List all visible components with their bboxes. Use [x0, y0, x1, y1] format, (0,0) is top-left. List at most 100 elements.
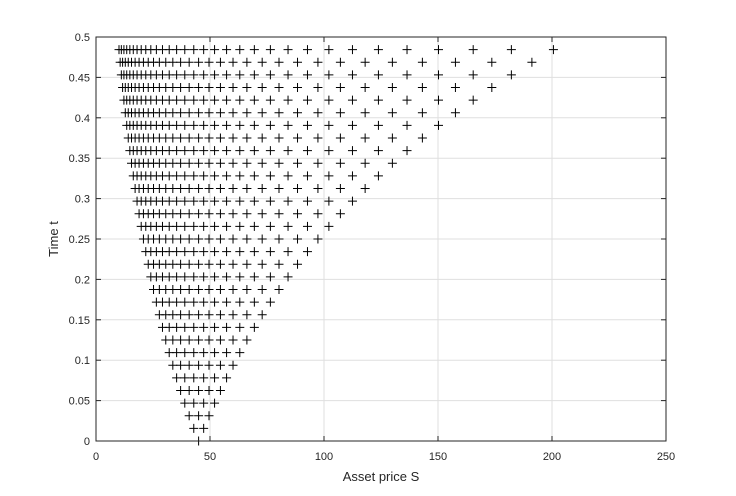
data-point [210, 196, 220, 206]
data-point [373, 95, 383, 105]
data-point [274, 285, 284, 294]
data-point [265, 196, 275, 206]
data-point [283, 95, 293, 105]
y-tick-label: 0.25 [69, 234, 90, 246]
data-point [302, 95, 312, 105]
data-point [180, 70, 190, 80]
data-point [293, 209, 303, 219]
data-point [194, 386, 204, 395]
data-point [242, 310, 252, 320]
data-point [189, 272, 199, 282]
data-point [222, 272, 232, 282]
data-point [204, 133, 214, 143]
data-point [302, 146, 312, 156]
data-point [172, 95, 182, 105]
data-point [176, 209, 186, 219]
data-point [176, 335, 186, 345]
data-point [434, 70, 444, 80]
data-point [324, 146, 334, 156]
data-point [265, 120, 275, 130]
y-axis-label: Time t [46, 221, 61, 257]
data-point [180, 45, 190, 55]
data-point [506, 70, 516, 80]
data-point [293, 259, 303, 269]
data-point [283, 196, 293, 206]
data-point [199, 247, 209, 257]
data-point [204, 310, 214, 320]
data-point [222, 247, 232, 257]
data-point [265, 221, 275, 231]
data-point [347, 120, 357, 130]
y-tick-label: 0.3 [75, 194, 90, 206]
data-point [228, 57, 238, 67]
data-point [204, 209, 214, 219]
data-point [172, 146, 182, 156]
data-point [293, 108, 303, 118]
data-point [168, 234, 178, 244]
data-point [387, 83, 397, 92]
data-point [324, 70, 334, 80]
data-point [257, 83, 267, 92]
data-point [194, 285, 204, 294]
data-point [249, 322, 259, 332]
data-point [257, 158, 267, 168]
data-point [360, 57, 370, 67]
data-point [180, 297, 190, 307]
data-point [265, 171, 275, 181]
data-point [302, 247, 312, 257]
data-point [265, 45, 275, 55]
data-point [335, 57, 345, 67]
data-point [302, 120, 312, 130]
data-point [402, 70, 412, 80]
data-point [293, 57, 303, 67]
data-point [242, 209, 252, 219]
data-point [204, 184, 214, 193]
data-point [222, 171, 232, 181]
data-point [242, 108, 252, 118]
data-point [293, 158, 303, 168]
data-point [180, 95, 190, 105]
data-point [168, 83, 178, 92]
data-point [176, 184, 186, 193]
data-point [204, 335, 214, 345]
data-point [468, 45, 478, 55]
data-point [265, 297, 275, 307]
data-point [402, 146, 412, 156]
data-point [199, 70, 209, 80]
data-point [168, 158, 178, 168]
data-point [235, 247, 245, 257]
data-point [417, 108, 427, 118]
data-point [215, 234, 225, 244]
data-point [194, 83, 204, 92]
data-point [199, 221, 209, 231]
data-point [222, 120, 232, 130]
data-point [417, 57, 427, 67]
data-point [199, 272, 209, 282]
data-point [324, 196, 334, 206]
data-point [402, 120, 412, 130]
data-point [210, 171, 220, 181]
y-tick-label: 0.2 [75, 274, 90, 286]
data-point [257, 259, 267, 269]
data-point [257, 310, 267, 320]
data-point [204, 285, 214, 294]
data-point [172, 45, 182, 55]
y-tick-label: 0.1 [75, 355, 90, 367]
data-point [335, 158, 345, 168]
data-point [184, 259, 194, 269]
data-point [215, 83, 225, 92]
data-point [176, 386, 186, 395]
data-point [222, 196, 232, 206]
data-point [335, 133, 345, 143]
y-tick-label: 0.5 [75, 32, 90, 44]
data-point [313, 234, 323, 244]
data-point [274, 259, 284, 269]
data-point [189, 95, 199, 105]
data-point [210, 146, 220, 156]
data-point [172, 348, 182, 358]
data-point [168, 360, 178, 370]
data-point [235, 297, 245, 307]
data-point [257, 133, 267, 143]
data-point [249, 120, 259, 130]
data-point [180, 348, 190, 358]
